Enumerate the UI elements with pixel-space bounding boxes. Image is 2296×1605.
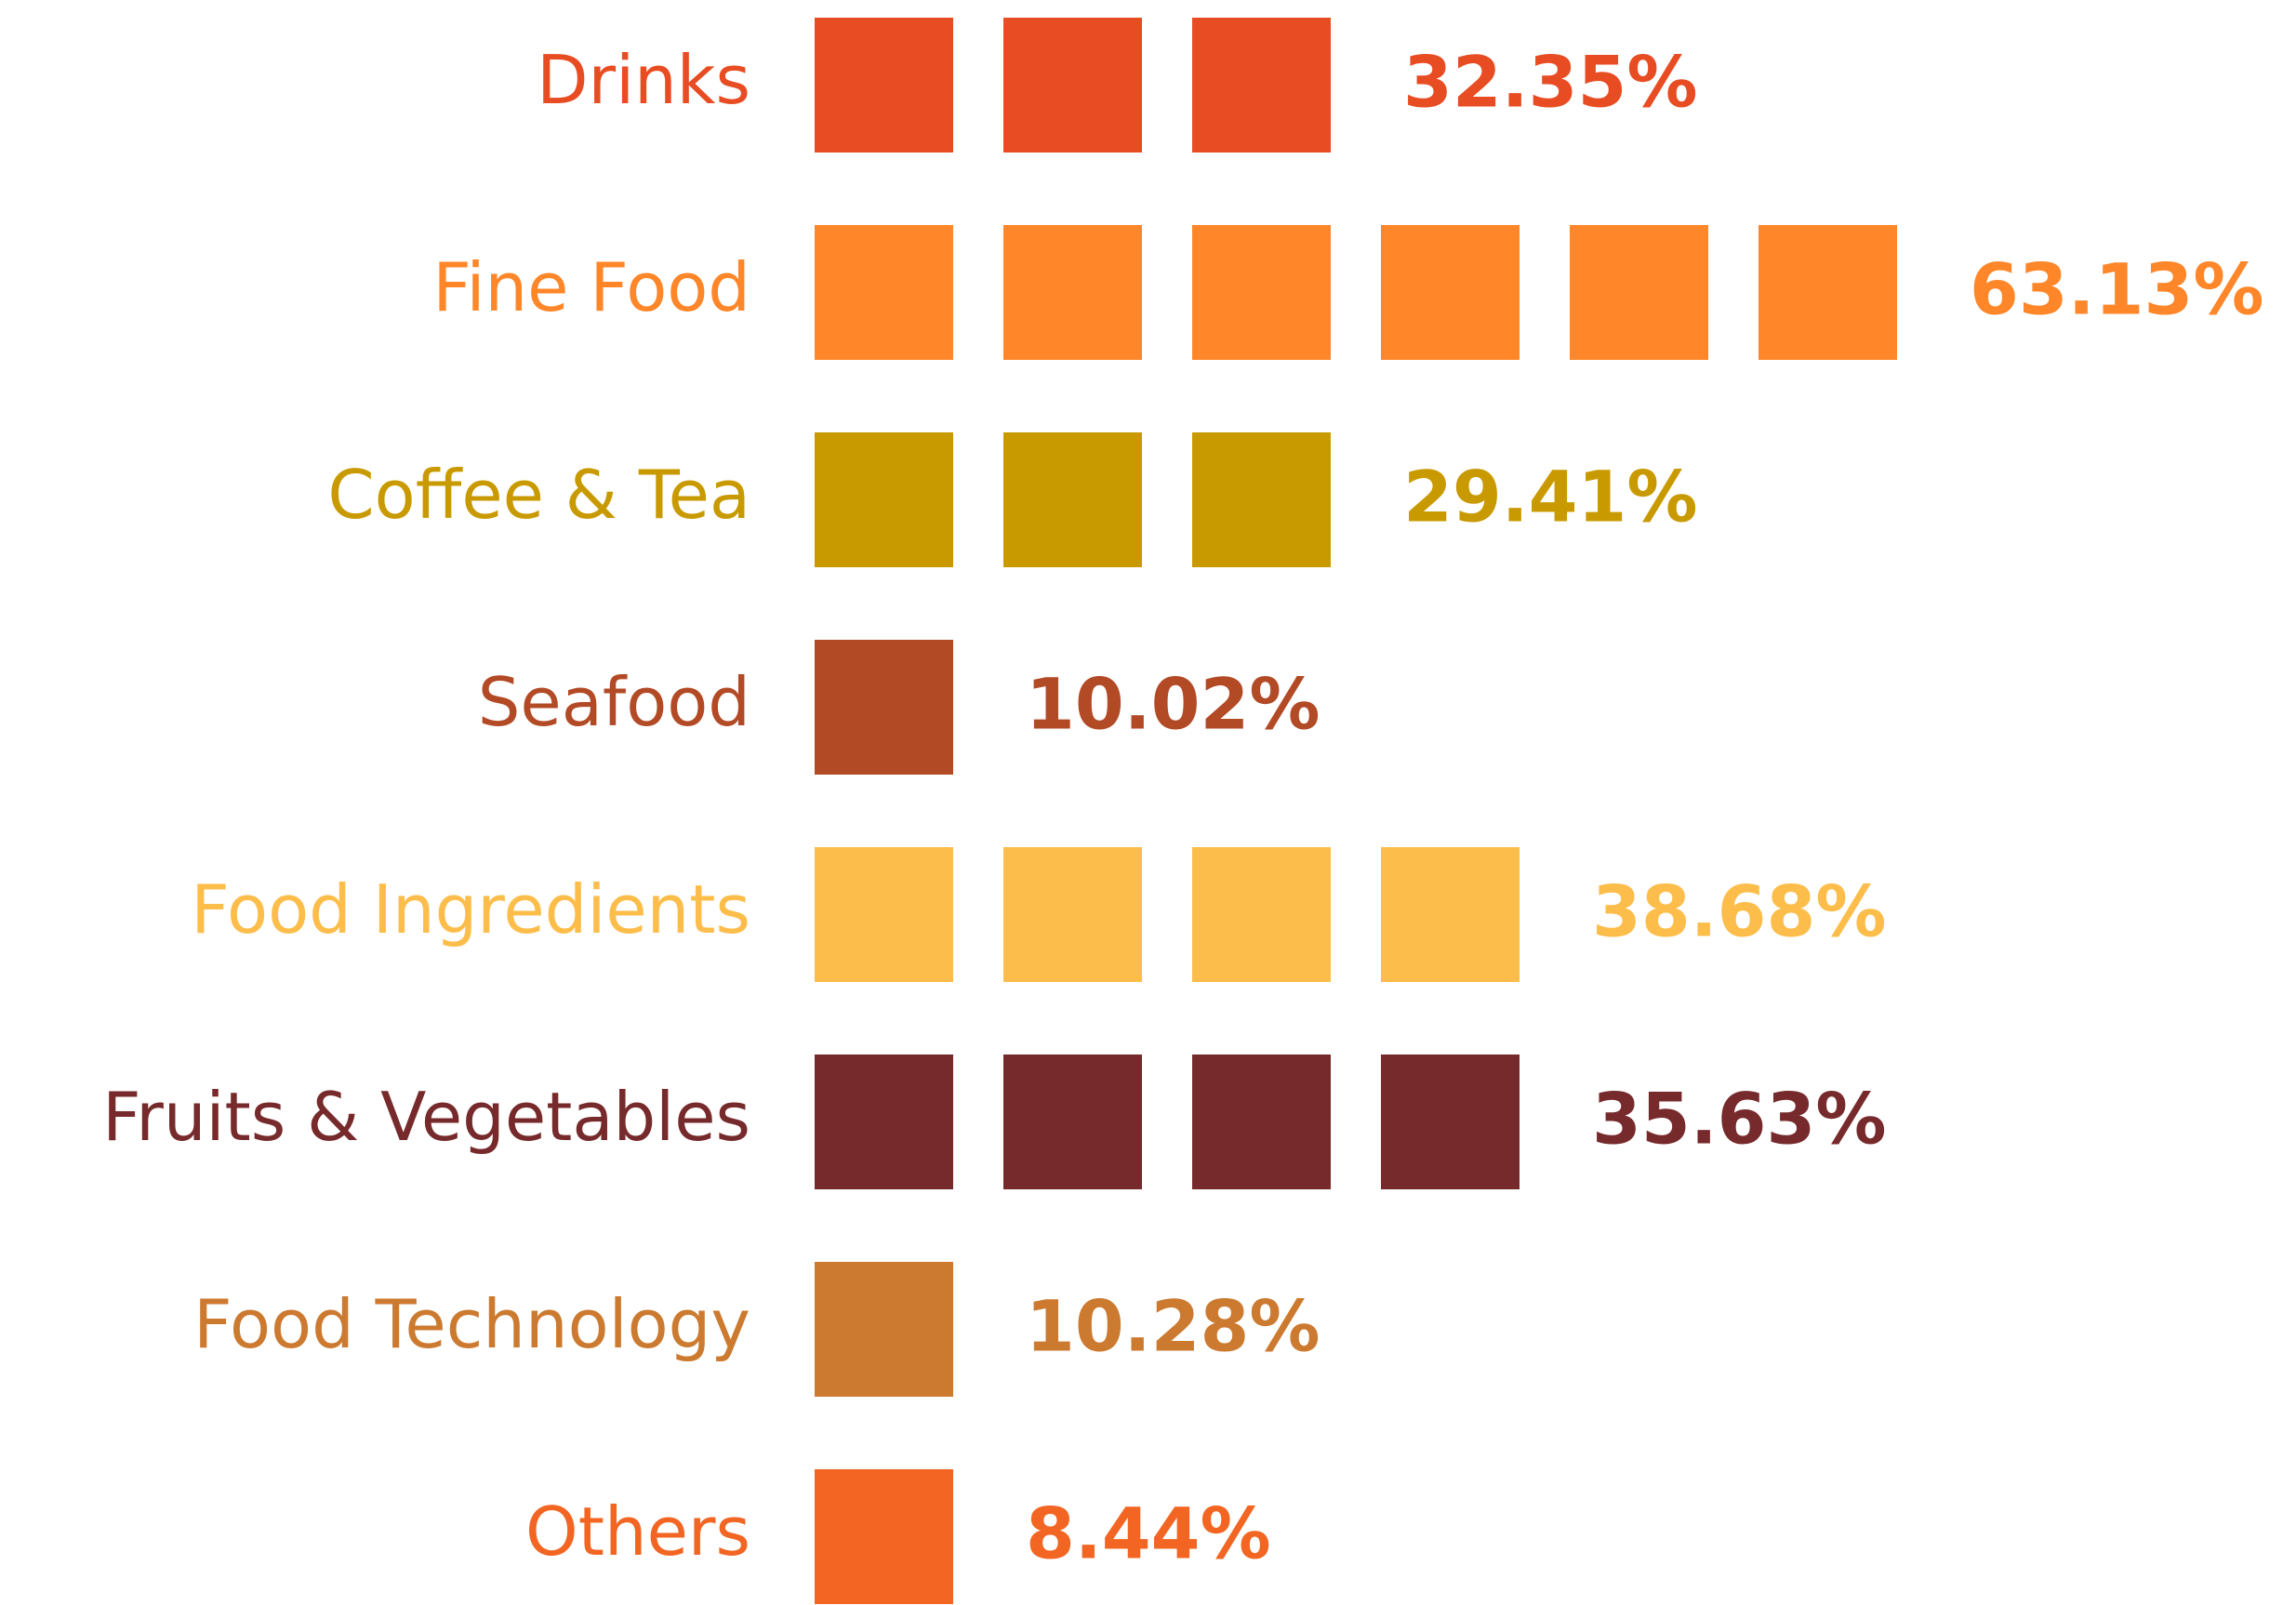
icon-square — [1003, 432, 1142, 567]
icon-square — [1003, 1055, 1142, 1189]
icon-square — [815, 225, 953, 360]
icon-square — [1192, 1055, 1331, 1189]
icon-square — [815, 432, 953, 567]
value-label: 35.63% — [1592, 1077, 1887, 1160]
icon-square — [1192, 432, 1331, 567]
icon-square — [1192, 225, 1331, 360]
icon-square — [815, 1055, 953, 1189]
icon-square — [815, 1262, 953, 1397]
category-label: Coffee & Tea — [327, 456, 750, 534]
icon-square — [1192, 18, 1331, 153]
category-label: Drinks — [537, 41, 750, 119]
icon-square — [815, 640, 953, 775]
value-label: 10.28% — [1026, 1284, 1321, 1367]
value-label: 38.68% — [1592, 869, 1887, 952]
icon-square — [1003, 18, 1142, 153]
icon-square — [815, 847, 953, 982]
icon-square — [1381, 1055, 1520, 1189]
category-label: Fine Food — [432, 248, 750, 326]
category-label: Seafood — [478, 663, 750, 741]
category-label: Others — [525, 1492, 750, 1571]
value-label: 29.41% — [1403, 455, 1698, 537]
icon-square — [815, 18, 953, 153]
icon-square — [815, 1469, 953, 1604]
value-label: 8.44% — [1026, 1492, 1271, 1574]
value-label: 32.35% — [1403, 40, 1698, 123]
icon-square — [1758, 225, 1897, 360]
value-label: 10.02% — [1026, 662, 1321, 745]
icon-square — [1570, 225, 1708, 360]
value-label: 63.13% — [1970, 247, 2264, 330]
icon-square — [1192, 847, 1331, 982]
category-label: Food Technology — [193, 1285, 750, 1363]
icon-square — [1381, 847, 1520, 982]
icon-square — [1003, 847, 1142, 982]
icon-square — [1003, 225, 1142, 360]
icon-square — [1381, 225, 1520, 360]
category-label: Food Ingredients — [191, 870, 750, 948]
category-label: Fruits & Vegetables — [102, 1078, 750, 1156]
